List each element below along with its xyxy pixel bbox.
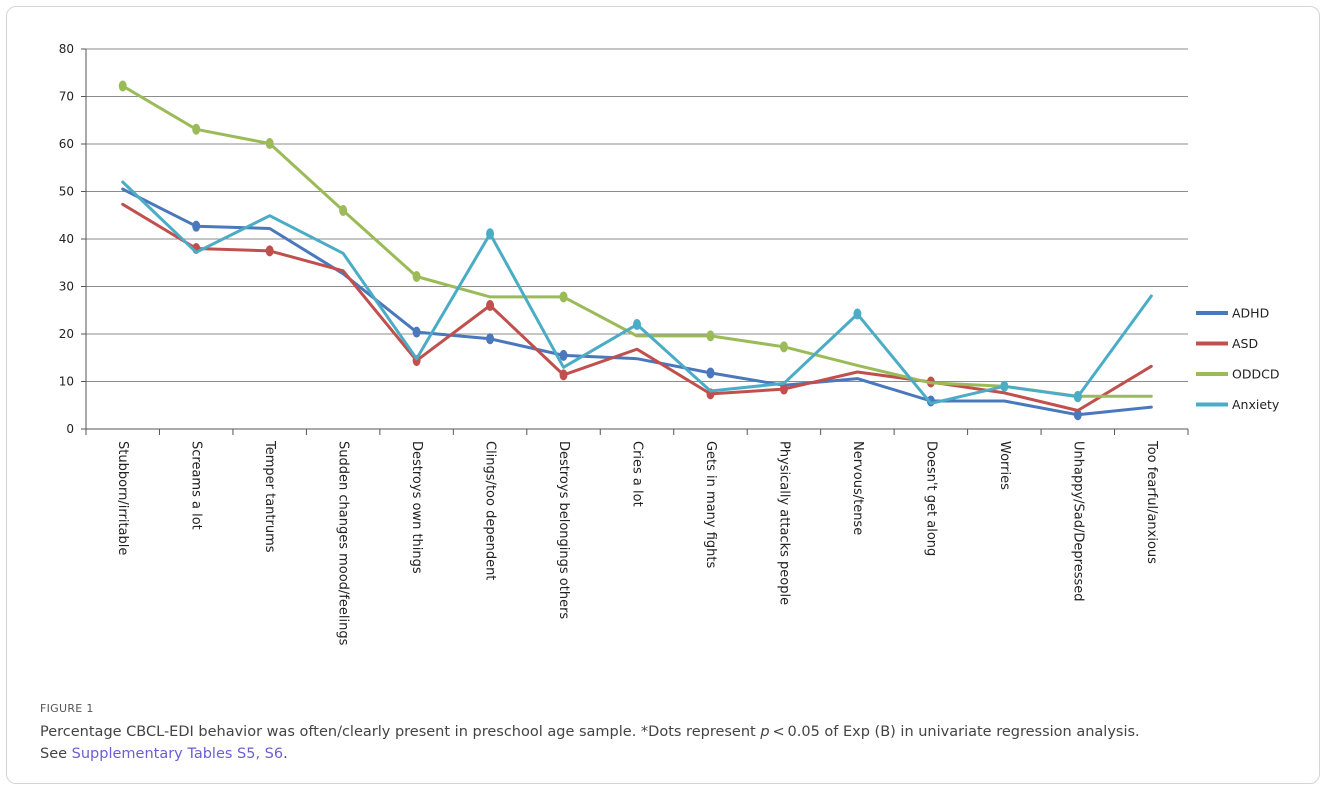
figure-caption: Percentage CBCL-EDI behavior was often/c… [40,721,1310,765]
series-line-anxiety [121,180,1153,405]
legend-label-asd: ASD [1232,336,1258,351]
data-point-oddcd-sudden-changes-mood-feelings [339,205,348,216]
x-tick-label-nervous-tense: Nervous/tense [850,441,865,535]
x-tick-label-doesn-t-get-along: Doesn't get along [923,441,938,556]
data-point-oddcd-destroys-own-things [412,271,421,283]
x-tick-label-too-fearful-anxious: Too fearful/anxious [1144,440,1159,564]
legend-label-anxiety: Anxiety [1232,397,1280,412]
x-tick-label-sudden-changes-mood-feelings: Sudden changes mood/feelings [336,441,351,646]
x-tick-label-stubborn-irritable: Stubborn/irritable [115,441,130,555]
legend: ADHD ASD ODDCD Anxiety [1196,306,1280,412]
data-point-anxiety-unhappy-sad-depressed [1073,391,1082,403]
figure-caption-block: FIGURE 1 Percentage CBCL-EDI behavior wa… [40,702,1310,765]
data-point-adhd-unhappy-sad-depressed [1073,409,1082,421]
data-point-asd-clings-too-dependent [486,300,495,311]
y-tick-label-60: 60 [59,137,74,151]
y-tick-label-10: 10 [59,375,74,389]
line-chart: 0 10 20 30 40 50 60 70 80 Stubborn/irritable Scre… [59,42,1280,646]
x-tick-label-temper-tantrums: Temper tantrums [262,440,277,553]
data-point-adhd-screams-a-lot [192,220,201,232]
series-line-asd [121,202,1153,412]
y-tick-label-40: 40 [59,232,74,246]
data-point-asd-temper-tantrums [265,245,274,257]
supplementary-tables-link[interactable]: Supplementary Tables S5, S6 [71,746,284,762]
data-point-oddcd-destroys-belongings-others [559,291,568,303]
series-line-oddcd [121,84,1153,398]
y-tick-label-30: 30 [59,280,74,294]
gridlines [86,48,1188,430]
x-axis: Stubborn/irritable Screams a lot Temper ta… [85,429,1189,646]
x-tick-label-physically-attacks-people: Physically attacks people [776,441,791,605]
y-axis: 0 10 20 30 40 50 60 70 80 [59,42,87,436]
x-tick-label-destroys-belongings-others: Destroys belongings others [556,441,571,619]
caption-see: See [40,746,72,762]
x-tick-label-cries-a-lot: Cries a lot [630,441,645,507]
x-tick-label-gets-in-many-fights: Gets in many fights [703,441,718,569]
data-point-anxiety-nervous-tense [853,308,862,320]
caption-text: Percentage CBCL-EDI behavior was often/c… [40,724,761,740]
data-point-oddcd-screams-a-lot [192,123,201,135]
y-tick-label-70: 70 [59,90,74,104]
y-tick-label-80: 80 [59,42,74,56]
data-point-oddcd-gets-in-many-fights [706,330,715,342]
series-line-adhd [121,187,1153,417]
x-tick-label-clings-too-dependent: Clings/too dependent [483,441,498,580]
data-point-anxiety-clings-too-dependent [486,228,495,240]
figure-label: FIGURE 1 [40,702,94,715]
caption-p-symbol: p [760,724,770,740]
y-tick-label-0: 0 [66,422,74,436]
x-tick-label-screams-a-lot: Screams a lot [189,441,204,530]
y-tick-label-20: 20 [59,327,74,341]
caption-period: . [283,746,288,762]
data-point-oddcd-stubborn-irritable [118,80,127,92]
caption-text-threshold: < 0.05 of Exp (B) in univariate regressi… [769,724,1140,740]
x-tick-label-unhappy-sad-depressed: Unhappy/Sad/Depressed [1070,441,1085,602]
data-point-asd-destroys-belongings-others [559,369,568,381]
data-point-adhd-destroys-belongings-others [559,349,568,361]
legend-label-oddcd: ODDCD [1232,367,1279,382]
data-point-anxiety-cries-a-lot [633,319,641,330]
data-point-adhd-gets-in-many-fights [706,367,715,379]
data-point-oddcd-temper-tantrums [265,138,274,150]
data-point-oddcd-physically-attacks-people [779,341,788,353]
x-tick-label-destroys-own-things: Destroys own things [409,441,424,574]
x-tick-label-worries: Worries [997,441,1012,490]
data-point-anxiety-worries [1000,380,1009,392]
data-point-adhd-destroys-own-things [412,326,421,338]
legend-label-adhd: ADHD [1232,306,1269,321]
y-tick-label-50: 50 [59,185,74,199]
data-point-asd-physically-attacks-people [779,383,788,395]
data-point-adhd-clings-too-dependent [486,333,495,345]
series-lines [118,80,1153,421]
